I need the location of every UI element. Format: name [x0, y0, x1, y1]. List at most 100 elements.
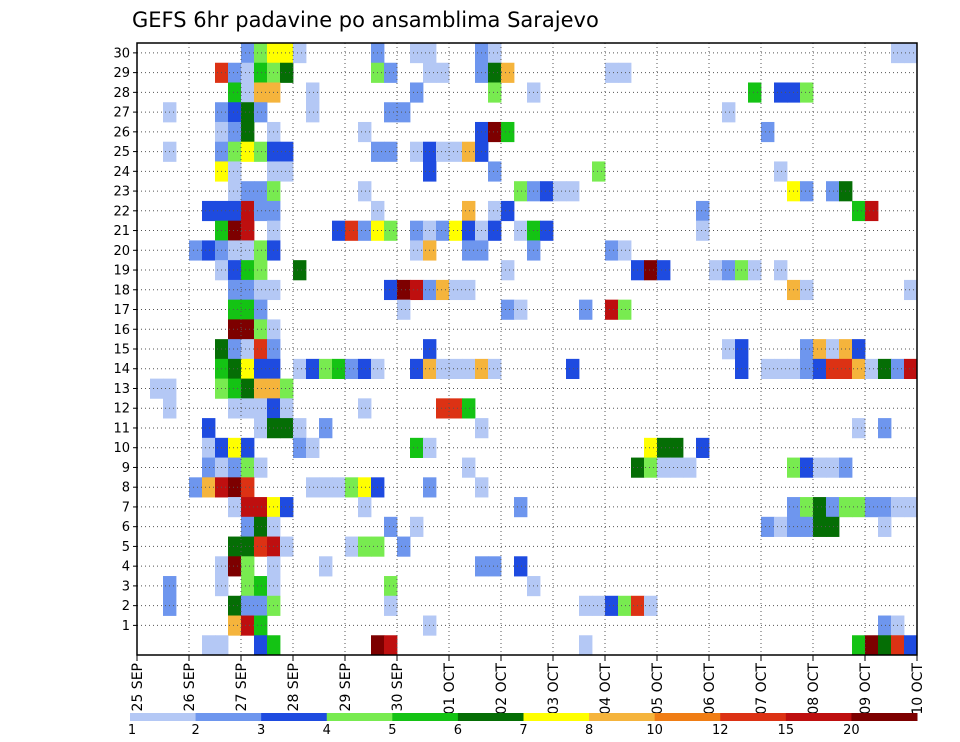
heatmap-cell: [852, 200, 866, 222]
heatmap-cell: [254, 595, 268, 616]
heatmap-cell: [254, 240, 268, 261]
heatmap-cell: [488, 200, 502, 222]
heatmap-cell: [462, 398, 476, 419]
heatmap-cell: [878, 358, 892, 380]
heatmap-cell: [384, 141, 398, 162]
heatmap-cell: [254, 102, 268, 123]
heatmap-cell: [228, 181, 242, 202]
heatmap-cell: [800, 82, 814, 103]
heatmap-cell: [241, 121, 255, 143]
heatmap-cell: [241, 220, 255, 241]
heatmap-cell: [280, 398, 294, 419]
heatmap-cell: [280, 497, 294, 518]
heatmap-cell: [397, 299, 411, 320]
heatmap-cell: [228, 497, 242, 518]
x-tick-label: 27 SEP: [234, 663, 250, 711]
heatmap-cell: [410, 437, 424, 458]
heatmap-cell: [241, 279, 255, 301]
y-tick-label: 26: [113, 125, 130, 140]
y-tick-label: 6: [122, 520, 130, 535]
heatmap-cell: [397, 279, 411, 301]
heatmap-cell: [254, 497, 268, 518]
legend-label: 1: [128, 723, 136, 738]
heatmap-cell: [254, 82, 268, 103]
legend-label: 15: [778, 723, 795, 738]
chart-title: GEFS 6hr padavine po ansamblima Sarajevo: [132, 8, 599, 32]
heatmap-cell: [657, 457, 671, 478]
y-tick-label: 24: [113, 165, 130, 180]
legend-label: 4: [323, 723, 331, 738]
x-tick-label: 28 SEP: [286, 663, 302, 711]
heatmap-cell: [618, 595, 632, 616]
heatmap-cell: [813, 497, 827, 518]
heatmap-cell: [228, 437, 242, 458]
heatmap-cell: [657, 260, 671, 281]
heatmap-cell: [228, 457, 242, 478]
heatmap-cell: [618, 62, 632, 83]
heatmap-cell: [228, 240, 242, 261]
heatmap-cell: [462, 220, 476, 241]
heatmap-cell: [254, 200, 268, 222]
x-tick-label: 02 OCT: [494, 663, 510, 715]
heatmap-cell: [540, 220, 554, 241]
heatmap-cell: [709, 260, 723, 281]
x-tick-label: 25 SEP: [130, 663, 146, 711]
heatmap-cell: [774, 260, 788, 281]
heatmap-cell: [488, 82, 502, 103]
heatmap-cell: [462, 200, 476, 222]
heatmap-cell: [644, 457, 658, 478]
heatmap-cell: [280, 62, 294, 83]
legend-swatch: [851, 713, 918, 721]
y-tick-label: 17: [113, 303, 130, 318]
x-tick-label: 29 SEP: [338, 663, 354, 711]
heatmap-cell: [280, 43, 294, 64]
heatmap-cell: [579, 635, 593, 656]
heatmap-cell: [449, 220, 463, 241]
x-tick-label: 09 OCT: [858, 663, 874, 715]
heatmap-cell: [462, 240, 476, 261]
heatmap-cell: [384, 279, 398, 301]
heatmap-cell: [254, 260, 268, 281]
y-tick-label: 20: [113, 244, 130, 259]
legend-label: 20: [843, 723, 860, 738]
heatmap-cell: [904, 279, 918, 301]
heatmap-cell: [254, 358, 268, 380]
heatmap-cell: [410, 516, 424, 537]
heatmap-cell: [826, 358, 840, 380]
heatmap-cell: [488, 556, 502, 577]
heatmap-cell: [228, 161, 242, 182]
y-tick-label: 27: [113, 106, 130, 121]
heatmap-cell: [670, 457, 684, 478]
y-tick-label: 13: [113, 382, 130, 397]
heatmap-cell: [228, 82, 242, 103]
heatmap-cell: [436, 220, 450, 241]
heatmap-cell: [228, 595, 242, 616]
heatmap-cell: [878, 418, 892, 439]
heatmap-cell: [228, 141, 242, 162]
y-tick-label: 4: [122, 560, 130, 575]
heatmap-cell: [228, 299, 242, 320]
heatmap-cell: [241, 319, 255, 340]
heatmap-cell: [241, 497, 255, 518]
heatmap-cell: [228, 477, 242, 498]
heatmap-cell: [501, 62, 515, 83]
y-tick-label: 25: [113, 145, 130, 160]
heatmap-cell: [904, 358, 918, 380]
heatmap-cell: [826, 181, 840, 202]
heatmap-cell: [254, 378, 268, 399]
heatmap-cell: [241, 437, 255, 458]
y-tick-label: 3: [122, 579, 130, 594]
y-tick-label: 30: [113, 46, 130, 61]
heatmap-cell: [241, 102, 255, 123]
heatmap-cell: [241, 200, 255, 222]
heatmap-cell: [826, 497, 840, 518]
heatmap-cell: [436, 62, 450, 83]
heatmap-cell: [436, 279, 450, 301]
heatmap-cell: [722, 339, 736, 360]
heatmap-cell: [501, 200, 515, 222]
heatmap-cell: [761, 121, 775, 143]
heatmap-cell: [878, 615, 892, 636]
heatmap-cell: [852, 339, 866, 360]
heatmap-cell: [800, 181, 814, 202]
